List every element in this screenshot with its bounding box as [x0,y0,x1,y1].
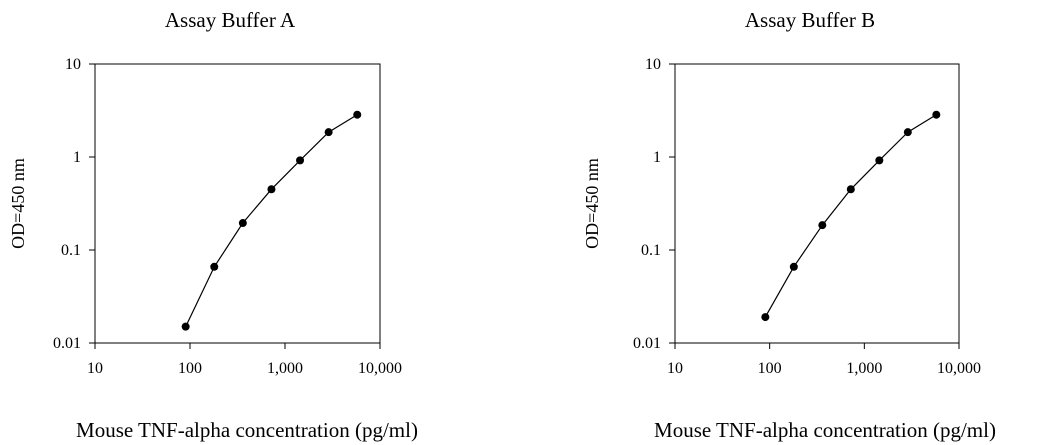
series-line [764,114,937,318]
x-tick-label: 1,000 [846,360,882,377]
data-point [875,156,884,165]
chart-title: Assay Buffer B [744,8,876,32]
x-tick-label: 10,000 [937,360,981,377]
series-line [185,114,358,327]
data-point [846,185,855,194]
y-tick-label: 10 [645,56,661,73]
y-axis-label: OD=450 nm [582,158,602,249]
chart-svg: 10 100 1,000 10,000 0.01 0.1 1 10 Mouse TNF-alph… [582,56,996,442]
y-tick-label: 1 [73,149,81,166]
plot-frame [94,63,381,344]
x-axis-label: Mouse TNF-alpha concentration (pg/ml) [654,418,996,442]
data-point [761,313,770,322]
data-point [903,128,912,137]
x-tick-label: 100 [758,360,782,377]
chart-title: Assay Buffer A [164,8,296,32]
y-tick-label: 0.1 [641,242,661,259]
x-tick-label: 1,000 [267,360,303,377]
y-tick-label: 0.01 [633,335,661,352]
y-tick-label: 10 [65,56,81,73]
x-tick-label: 10 [667,360,683,377]
plot-frame [674,63,960,344]
data-point [181,322,190,331]
x-tick-label: 10,000 [358,360,402,377]
data-point [210,262,219,271]
data-point [818,221,827,230]
x-tick-label: 100 [178,360,202,377]
x-axis-label: Mouse TNF-alpha concentration (pg/ml) [76,418,418,442]
data-point [238,219,247,228]
x-tick-label: 10 [87,360,103,377]
data-point [353,110,362,119]
chart-assay-buffer-b: Assay Buffer B 10 100 1,000 10,000 0.01 0.1 1 1… [580,0,1047,445]
y-axis-label: OD=450 nm [8,158,28,249]
data-point [324,128,333,137]
data-point [932,110,941,119]
chart-svg: 10 100 1,000 10,000 0.01 0.1 1 10 Mouse TNF-alph… [8,56,418,442]
chart-assay-buffer-a: Assay Buffer A 10 100 1,000 10,000 0.01 0.1 1 1… [0,0,520,445]
y-tick-label: 0.01 [53,335,81,352]
y-tick-label: 0.1 [61,242,81,259]
y-tick-label: 1 [653,149,661,166]
data-point [267,185,276,194]
data-point [789,262,798,271]
data-point [296,156,305,165]
